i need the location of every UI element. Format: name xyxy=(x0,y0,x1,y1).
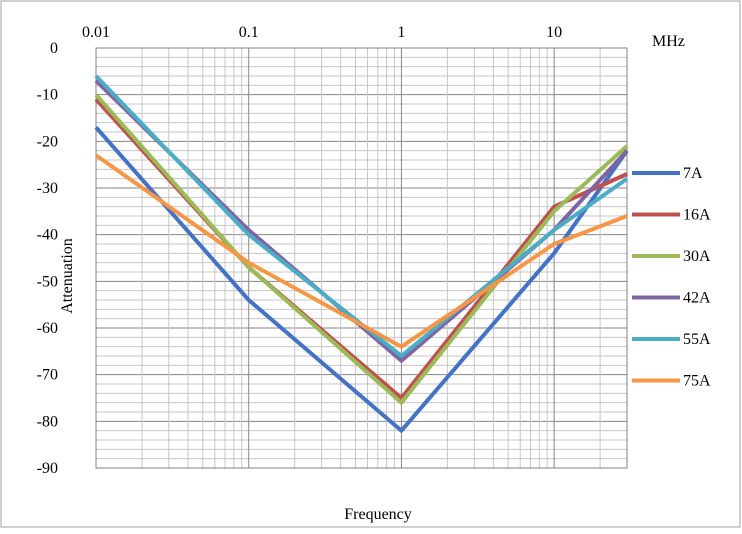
y-tick-label: -80 xyxy=(37,413,58,430)
y-axis-title: Attenuation xyxy=(59,238,76,314)
y-tick-label: -30 xyxy=(37,180,58,197)
plot-area xyxy=(95,47,628,469)
y-tick-label: -20 xyxy=(37,133,58,150)
legend-item: 75A xyxy=(632,373,711,390)
y-tick-label: -50 xyxy=(37,273,58,290)
legend-item: 42A xyxy=(632,290,711,307)
series-line-30A xyxy=(94,93,629,405)
legend-label: 7A xyxy=(683,165,703,182)
axes: 0.01 0.1 1 10 0 -10 -20 -30 -40 -50 -60 -70 -80 -90 xyxy=(37,24,562,477)
series-lines xyxy=(94,74,629,433)
legend-label: 16A xyxy=(683,207,711,224)
x-tick-label: 0.01 xyxy=(82,24,110,41)
x-unit-label: MHz xyxy=(652,33,685,50)
series-line-55A xyxy=(94,74,629,358)
legend-label: 55A xyxy=(683,331,711,348)
legend-item: 7A xyxy=(632,165,703,182)
y-tick-label: 0 xyxy=(50,40,58,57)
y-tick-label: -70 xyxy=(37,367,58,384)
legend: 7A 16A 30A 42A 55A 75A xyxy=(632,165,711,390)
series-line-7A xyxy=(94,125,629,433)
legend-label: 42A xyxy=(683,290,711,307)
x-tick-label: 0.1 xyxy=(239,24,259,41)
y-tick-label: -60 xyxy=(37,320,58,337)
legend-item: 30A xyxy=(632,248,711,265)
y-tick-label: -10 xyxy=(37,87,58,104)
x-axis-title: Frequency xyxy=(344,506,412,523)
legend-item: 16A xyxy=(632,207,711,224)
x-tick-label: 1 xyxy=(397,24,405,41)
legend-label: 75A xyxy=(683,373,711,390)
series-line-75A xyxy=(94,153,628,349)
x-tick-label: 10 xyxy=(546,24,562,41)
legend-label: 30A xyxy=(683,248,711,265)
y-tick-label: -90 xyxy=(37,460,58,477)
y-tick-label: -40 xyxy=(37,227,58,244)
legend-item: 55A xyxy=(632,331,711,348)
